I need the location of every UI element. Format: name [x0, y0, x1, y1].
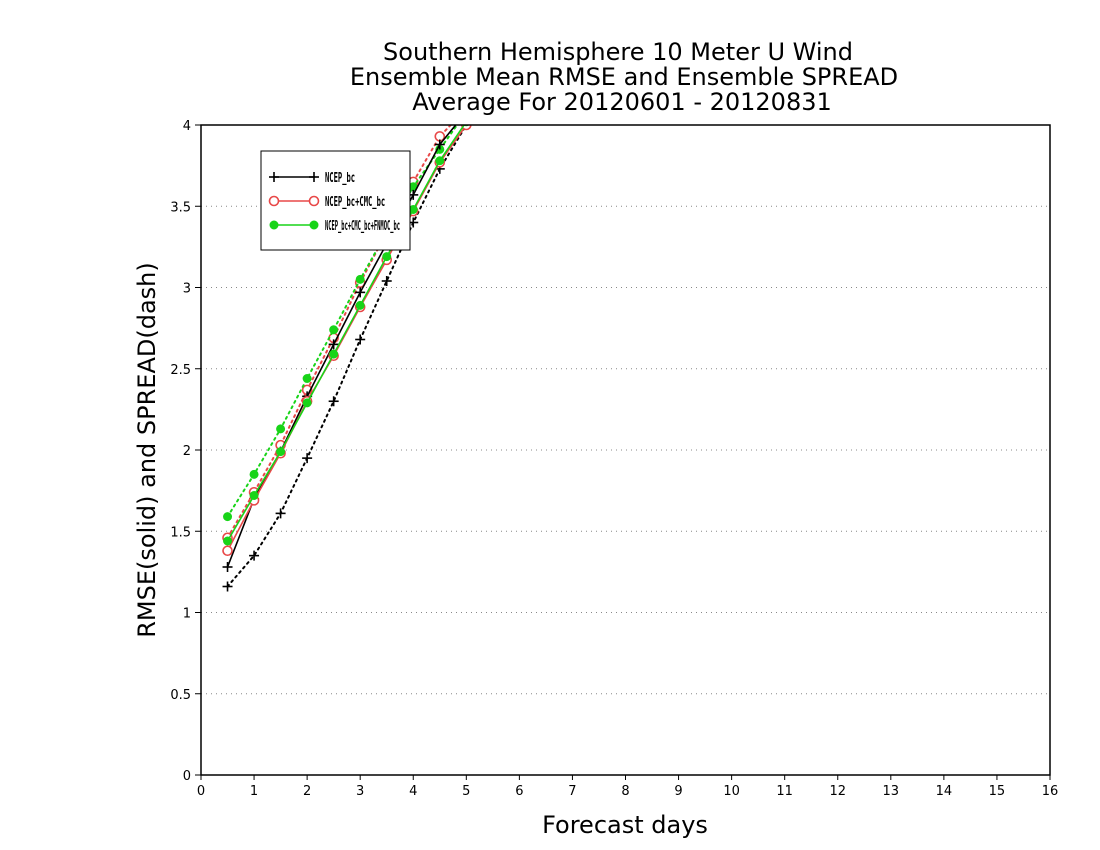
legend-marker — [269, 172, 279, 182]
data-point — [302, 398, 312, 408]
y-tick-label: 3 — [183, 282, 191, 297]
y-tick-label: 3.5 — [170, 200, 191, 215]
legend-marker — [268, 195, 280, 207]
data-point — [355, 274, 365, 284]
data-point — [329, 325, 339, 335]
data-point — [275, 508, 286, 519]
x-tick-label: 2 — [303, 784, 311, 799]
x-tick-label: 4 — [409, 784, 417, 799]
y-tick-label: 4 — [183, 119, 191, 134]
x-tick-label: 13 — [883, 784, 900, 799]
y-tick-label: 0.5 — [170, 688, 191, 703]
legend-marker — [308, 195, 320, 207]
y-tick-label: 2.5 — [170, 363, 191, 378]
data-point — [249, 491, 259, 500]
x-tick-label: 14 — [936, 784, 953, 799]
x-tick-label: 10 — [723, 784, 740, 799]
x-tick-label: 16 — [1042, 784, 1059, 799]
data-point — [329, 349, 339, 359]
data-point — [223, 536, 233, 546]
x-tick-label: 0 — [197, 784, 205, 799]
data-point — [222, 562, 233, 572]
x-tick-label: 7 — [568, 784, 576, 799]
data-point — [328, 339, 339, 350]
y-tick-label: 1.5 — [170, 525, 191, 540]
data-point — [355, 300, 365, 310]
x-tick-label: 6 — [515, 784, 523, 799]
y-tick-label: 0 — [183, 769, 191, 784]
data-point — [434, 139, 445, 150]
legend-label: NCEP_bc+CMC_bc+FNMOC_bc — [325, 219, 400, 234]
chart-title-line-2: Ensemble Mean RMSE and Ensemble SPREAD — [350, 63, 898, 91]
data-point — [222, 581, 233, 592]
legend-label: NCEP_bc+CMC_bc — [325, 195, 385, 210]
legend-marker — [269, 220, 279, 230]
data-point — [382, 252, 392, 262]
data-point — [276, 424, 286, 434]
legend-label: NCEP_bc — [325, 171, 355, 186]
legend-marker — [309, 172, 319, 182]
data-point — [435, 156, 445, 166]
x-tick-label: 1 — [250, 784, 258, 799]
data-point — [276, 447, 286, 457]
legend-entry: NCEP_bc+CMC_bc — [268, 195, 385, 210]
x-axis-label: Forecast days — [542, 811, 708, 839]
data-point — [302, 374, 312, 383]
data-point — [355, 287, 366, 298]
x-tick-label: 15 — [989, 784, 1006, 799]
x-tick-label: 12 — [829, 784, 846, 799]
series-line — [226, 125, 468, 588]
x-tick-label: 8 — [621, 784, 629, 799]
chart-title: Southern Hemisphere 10 Meter U Wind Ense… — [350, 38, 898, 116]
series-line — [226, 125, 453, 539]
y-tick-label: 1 — [183, 607, 191, 622]
legend-entry: NCEP_bc — [269, 171, 355, 186]
legend-entry: NCEP_bc+CMC_bc+FNMOC_bc — [269, 219, 400, 234]
series-rmse-2 — [223, 125, 470, 546]
x-tick-label: 5 — [462, 784, 470, 799]
x-tick-label: 9 — [674, 784, 682, 799]
y-axis-label: RMSE(solid) and SPREAD(dash) — [133, 262, 161, 638]
legend-marker — [309, 220, 319, 230]
y-tick-label: 2 — [183, 444, 191, 459]
axis-ticks: 00.511.522.533.540 1 2 3 4 5 6 7 8 9 10 11 12 13 14 15 1… — [170, 119, 1058, 799]
x-tick-label: 11 — [776, 784, 793, 799]
data-point — [355, 334, 366, 345]
data-point — [302, 453, 313, 464]
data-point — [328, 396, 339, 407]
data-point — [249, 550, 260, 561]
data-point — [381, 276, 392, 286]
series-line — [226, 125, 466, 542]
chart-title-line-3: Average For 20120601 - 20120831 — [412, 88, 832, 116]
legend: NCEP_bc NCEP_bc+CMC_bc NCEP_bc+CMC_bc+FNMO… — [260, 150, 411, 251]
plot-frame — [200, 124, 1051, 776]
data-point — [249, 469, 259, 479]
x-tick-label: 3 — [356, 784, 364, 799]
data-point — [222, 545, 233, 557]
chart-title-line-1: Southern Hemisphere 10 Meter U Wind — [383, 38, 853, 66]
data-point — [223, 512, 233, 522]
